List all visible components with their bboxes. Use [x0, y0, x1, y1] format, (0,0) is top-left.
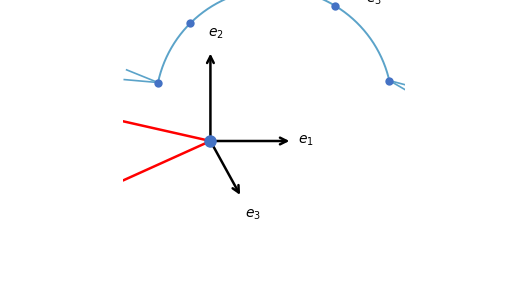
Text: $e_2$: $e_2$: [208, 27, 224, 41]
Text: $e_3$: $e_3$: [245, 207, 261, 222]
Text: $e_1$: $e_1$: [298, 134, 314, 148]
Text: $e_3$: $e_3$: [366, 0, 382, 7]
